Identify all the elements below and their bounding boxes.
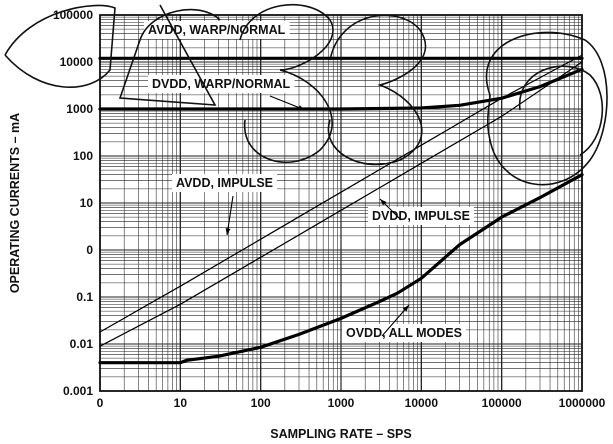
annotation-label: OVDD, ALL MODES <box>346 326 462 340</box>
series-layer <box>98 54 584 365</box>
y-tick-label: 0.1 <box>76 290 93 304</box>
y-tick-label: 1000 <box>66 102 93 116</box>
x-tick-label: 10 <box>174 396 188 410</box>
annotation-dvdd-impulse: DVDD, IMPULSE <box>368 198 474 225</box>
annotation-leader <box>226 195 234 236</box>
tick-label-layer: 0 10 100 1000 10000 100000 10000000.0010.010.1… <box>53 8 606 410</box>
annotation-label: DVDD, IMPULSE <box>372 209 470 223</box>
watermark-stroke <box>327 14 427 166</box>
watermark-stroke <box>519 65 604 156</box>
x-tick-label: 0 <box>97 396 104 410</box>
y-tick-label: 10000 <box>60 55 94 69</box>
annotation-arrowhead <box>402 305 409 312</box>
series-line-dvdd-impulse <box>99 61 583 347</box>
annotation-background <box>144 21 290 39</box>
annotation-background <box>172 174 277 192</box>
annotation-avdd-warp-normal: AVDD, WARP/NORMAL <box>144 21 290 39</box>
y-tick-label: 10 <box>80 196 94 210</box>
x-tick-label: 1000000 <box>559 396 606 410</box>
watermark-obsolete <box>4 3 608 186</box>
annotation-leader <box>381 304 410 337</box>
annotation-arrowhead <box>225 228 231 235</box>
plot-frame <box>99 14 583 392</box>
annotation-avdd-impulse: AVDD, IMPULSE <box>172 174 277 236</box>
series-line-dvdd-warp-normal <box>98 67 584 111</box>
x-axis-title: SAMPLING RATE – SPS <box>270 427 411 441</box>
watermark-stroke <box>4 4 116 88</box>
y-tick-label: 0 <box>86 243 93 257</box>
watermark-stroke <box>118 4 221 106</box>
x-tick-label: 10000 <box>405 396 439 410</box>
annotation-background <box>342 324 466 342</box>
y-tick-label: 0.001 <box>63 384 93 398</box>
watermark-stroke <box>239 3 334 164</box>
x-tick-label: 100 <box>251 396 271 410</box>
annotation-arrowhead <box>298 105 305 110</box>
series-line-ovdd-all-modes <box>98 173 584 365</box>
annotation-label: DVDD, WARP/NORMAL <box>152 77 291 91</box>
watermark-stroke <box>485 31 608 186</box>
annotation-label: AVDD, WARP/NORMAL <box>148 23 286 37</box>
y-axis-title: OPERATING CURRENTS – mA <box>8 113 22 293</box>
y-tick-label: 100 <box>73 149 93 163</box>
series-line-avdd-impulse <box>99 54 583 333</box>
annotation-ovdd-all-modes: OVDD, ALL MODES <box>342 304 466 342</box>
annotation-layer: AVDD, WARP/NORMAL DVDD, WARP/NORMAL AVDD, … <box>144 21 474 342</box>
x-tick-label: 1000 <box>328 396 355 410</box>
y-tick-label: 100000 <box>53 8 93 22</box>
annotation-arrowhead <box>380 199 387 206</box>
x-tick-label: 100000 <box>482 396 522 410</box>
annotation-dvdd-warp-normal: DVDD, WARP/NORMAL <box>148 75 306 111</box>
annotation-background <box>368 207 474 225</box>
grid <box>99 14 583 392</box>
y-tick-label: 0.01 <box>70 337 94 351</box>
annotation-label: AVDD, IMPULSE <box>176 176 273 190</box>
annotation-background <box>148 75 295 93</box>
